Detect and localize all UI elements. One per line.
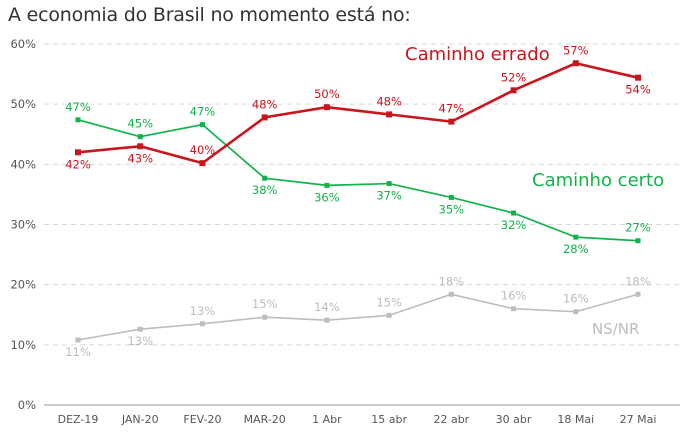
data-point-certo — [448, 194, 454, 200]
data-label-certo: 45% — [127, 117, 153, 131]
data-label-nsnr: 16% — [563, 292, 589, 306]
data-label-certo: 38% — [252, 183, 278, 197]
data-point-certo — [137, 134, 143, 140]
series-name-errado: Caminho errado — [405, 44, 550, 65]
data-label-nsnr: 11% — [65, 345, 91, 359]
data-point-certo — [573, 234, 579, 240]
data-label-certo: 47% — [65, 100, 91, 114]
data-label-errado: 42% — [65, 157, 91, 171]
data-point-errado — [75, 149, 81, 156]
data-point-errado — [510, 87, 517, 94]
data-point-nsnr — [262, 314, 268, 320]
data-point-nsnr — [386, 312, 392, 318]
series-line-nsnr — [77, 293, 639, 341]
x-tick-label: 1 Abr — [312, 413, 342, 426]
data-point-errado — [386, 111, 393, 118]
x-tick-label: JAN-20 — [121, 413, 159, 426]
data-point-nsnr — [75, 337, 81, 343]
data-label-certo: 37% — [376, 189, 402, 203]
data-label-nsnr: 15% — [252, 297, 278, 311]
x-tick-label: 18 Mai — [557, 413, 594, 426]
data-point-errado — [448, 118, 455, 125]
data-point-errado — [572, 60, 579, 67]
data-label-certo: 32% — [501, 218, 527, 232]
data-label-nsnr: 18% — [625, 274, 651, 288]
data-label-nsnr: 13% — [127, 334, 153, 348]
series-name-certo: Caminho certo — [532, 170, 664, 191]
data-label-errado: 40% — [190, 143, 216, 157]
data-label-errado: 57% — [563, 43, 589, 57]
data-point-certo — [75, 117, 81, 123]
x-tick-label: MAR-20 — [244, 413, 286, 426]
data-label-certo: 35% — [439, 202, 465, 216]
data-point-nsnr — [137, 326, 143, 332]
data-point-certo — [511, 210, 517, 216]
data-point-nsnr — [573, 309, 579, 315]
data-point-nsnr — [635, 291, 641, 297]
x-tick-label: 22 abr — [433, 413, 469, 426]
y-tick-label: 60% — [10, 37, 36, 51]
data-label-errado: 52% — [501, 70, 527, 84]
data-label-nsnr: 16% — [501, 289, 527, 303]
data-point-nsnr — [324, 317, 330, 323]
data-label-errado: 50% — [314, 87, 340, 101]
series-name-nsnr: NS/NR — [592, 320, 639, 338]
y-tick-label: 50% — [10, 97, 36, 111]
x-tick-label: 27 Mai — [620, 413, 657, 426]
data-label-nsnr: 15% — [376, 295, 402, 309]
data-label-errado: 54% — [625, 83, 651, 97]
x-tick-label: FEV-20 — [183, 413, 221, 426]
data-label-nsnr: 14% — [314, 300, 340, 314]
data-point-certo — [635, 238, 641, 244]
data-label-errado: 47% — [439, 102, 465, 116]
data-point-errado — [323, 104, 330, 111]
data-label-errado: 48% — [376, 94, 402, 108]
data-point-errado — [137, 143, 144, 150]
data-point-certo — [324, 182, 330, 188]
data-label-certo: 27% — [625, 221, 651, 235]
data-point-certo — [199, 122, 205, 128]
data-label-nsnr: 18% — [439, 274, 465, 288]
chart-title: A economia do Brasil no momento está no: — [8, 4, 411, 26]
data-label-certo: 47% — [190, 105, 216, 119]
data-point-nsnr — [199, 321, 205, 327]
y-tick-label: 10% — [10, 338, 36, 352]
data-point-errado — [261, 114, 268, 121]
y-tick-label: 20% — [10, 278, 36, 292]
y-tick-label: 0% — [18, 398, 36, 412]
data-point-nsnr — [511, 306, 517, 312]
x-tick-label: 30 abr — [496, 413, 532, 426]
series-line-certo — [77, 118, 639, 242]
x-tick-label: 15 abr — [371, 413, 407, 426]
data-label-certo: 28% — [563, 242, 589, 256]
y-tick-label: 30% — [10, 218, 36, 232]
data-point-nsnr — [448, 291, 454, 297]
data-point-errado — [635, 74, 641, 81]
data-label-errado: 43% — [127, 151, 153, 165]
data-label-nsnr: 13% — [190, 304, 216, 318]
data-point-certo — [262, 175, 268, 181]
data-label-errado: 48% — [252, 97, 278, 111]
y-tick-label: 40% — [10, 157, 36, 171]
x-tick-label: DEZ-19 — [58, 413, 99, 426]
data-point-certo — [386, 181, 392, 187]
data-label-certo: 36% — [314, 190, 340, 204]
series-line-errado — [77, 61, 639, 165]
data-point-errado — [199, 160, 206, 167]
